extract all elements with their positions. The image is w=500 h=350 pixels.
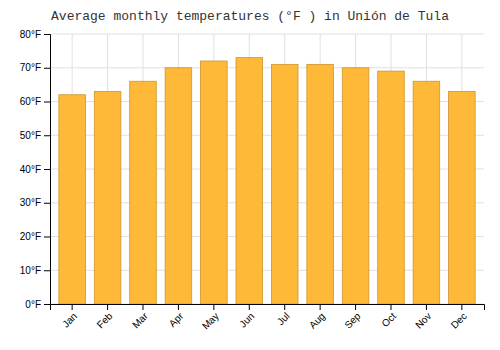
grid-line [50,34,484,35]
tick-mark [44,237,50,238]
tick-mark [391,304,392,310]
axis-line [44,35,51,305]
title: Average monthly temperatures (°F ) in Un… [51,9,449,24]
tick-label: Jun [237,310,256,329]
tick: Mar [130,304,150,330]
tick-mark [143,304,144,310]
tick-mark [320,304,321,310]
y-axis: 0°F 10°F 20°F 30°F 40°F 50°F 60°F 70°F 80°F [20,29,51,310]
tick: 30°F [20,197,50,208]
tick-label: 40°F [20,164,41,175]
tick: Jan [60,304,79,330]
bar [165,68,192,304]
tick: Sep [342,304,363,331]
tick-label: Sep [342,310,363,331]
tick: 40°F [20,164,50,175]
tick-label: 50°F [20,130,41,141]
tick-label: Dec [449,310,469,330]
tick-label: Mar [130,310,150,330]
tick: Jul [275,304,292,327]
tick: Nov [413,304,433,331]
tick-mark [355,304,356,310]
bar [307,64,334,304]
tick-mark [44,270,50,271]
tick-mark [461,304,462,310]
tick-mark [44,169,50,170]
x-axis: Jan Feb Mar Apr May Jun Jul Aug Sep Oct Nov Dec [51,304,485,332]
tick-mark [44,68,50,69]
tick: May [200,304,221,332]
tick: 0°F [25,299,50,310]
tick-label: 60°F [20,96,41,107]
bar [94,91,121,304]
tick-label: Aug [307,310,327,330]
grid [50,34,484,304]
tick-label: May [200,310,221,331]
tick-mark [44,203,50,204]
grid-line [50,67,484,68]
tick: 70°F [20,62,50,73]
tick-label: 0°F [25,299,41,310]
tick-label: Oct [379,310,398,329]
bar [130,81,157,304]
tick: Feb [95,304,115,330]
tick-label: 70°F [20,62,41,73]
bar [378,71,405,304]
tick-mark [44,135,50,136]
tick-label: Apr [167,310,186,329]
tick-mark [44,304,50,305]
tick: 60°F [20,96,50,107]
bar [413,81,440,304]
plot: 0°F 10°F 20°F 30°F 40°F 50°F 60°F 70°F 80°F Jan Fe… [20,29,485,332]
bar [271,64,298,304]
tick-mark [426,304,427,310]
bar [59,95,86,304]
tick-label: 80°F [20,29,41,40]
tick: 10°F [20,265,50,276]
tick-mark [72,304,73,310]
chart: Average monthly temperatures (°F ) in Un… [0,0,500,350]
bar [342,68,369,304]
tick-mark [284,304,285,310]
marks [59,58,475,304]
tick-label: Jul [275,310,292,327]
tick: 20°F [20,231,50,242]
tick: Dec [449,304,469,331]
tick: Jun [237,304,256,330]
tick-mark [178,304,179,310]
tick: Oct [379,304,398,329]
tick-label: 20°F [20,231,41,242]
tick-label: Jan [60,310,79,329]
tick-mark [44,34,50,35]
tick-label: Nov [413,310,433,330]
bar [236,58,263,304]
tick-label: Feb [95,310,115,330]
bar [449,91,476,304]
tick-label: 30°F [20,197,41,208]
tick-mark [213,304,214,310]
tick-label: 10°F [20,265,41,276]
tick-mark [44,102,50,103]
tick-mark [249,304,250,310]
tick: 50°F [20,130,50,141]
tick-mark [107,304,108,310]
bar [201,61,228,304]
tick: 80°F [20,29,50,40]
tick: Apr [167,304,186,329]
tick: Aug [307,304,327,331]
axis-line [51,305,485,311]
